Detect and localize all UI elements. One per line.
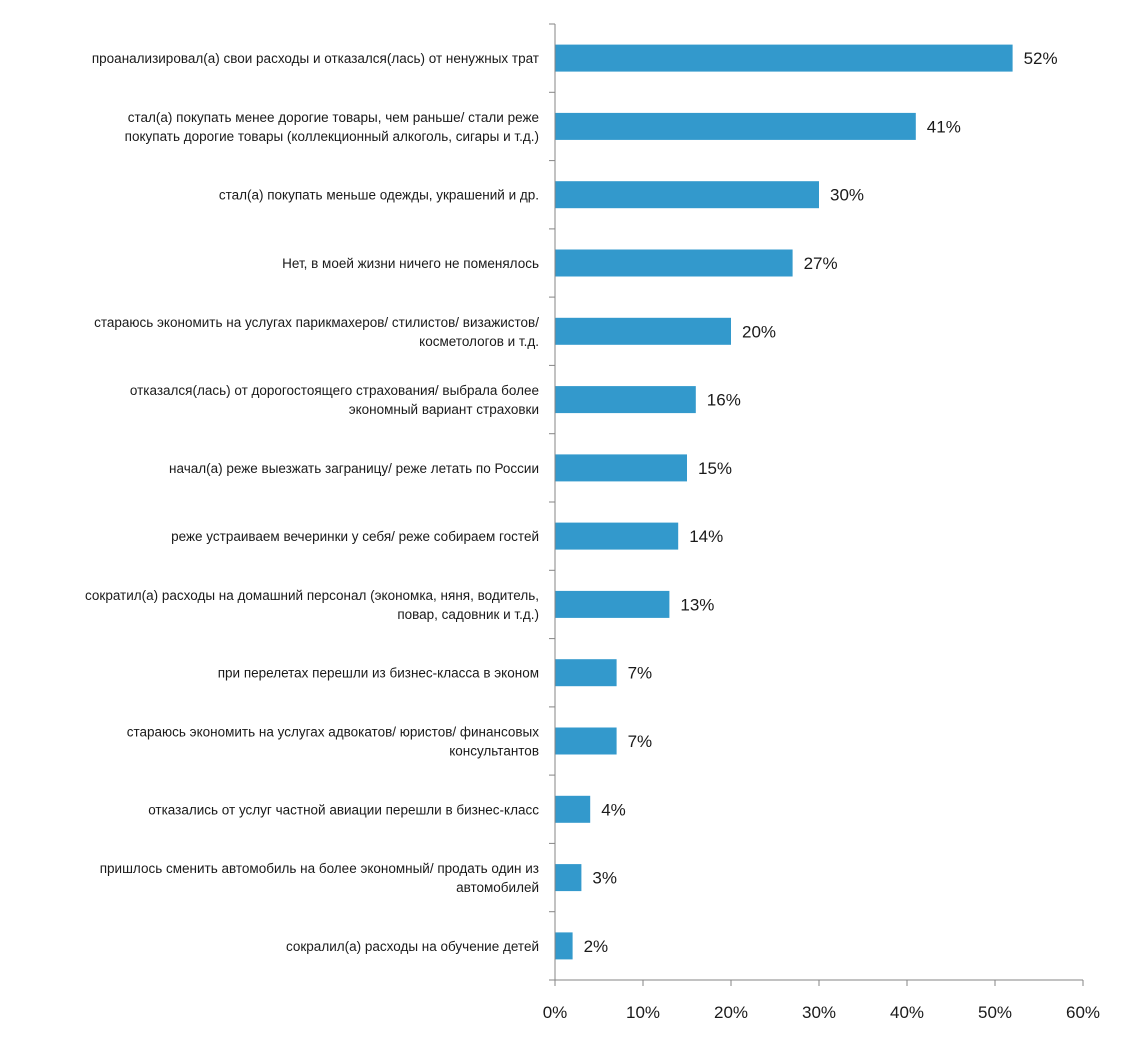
category-label-5-line-1: стараюсь экономить на услугах парикмахер… (94, 315, 539, 330)
bar-14 (555, 932, 573, 960)
x-tick-label-6: 60% (1066, 1003, 1100, 1022)
data-label-11: 7% (628, 732, 653, 751)
bar-10 (555, 659, 617, 687)
bar-6 (555, 386, 696, 414)
data-label-12: 4% (601, 800, 626, 819)
category-label-2-line-1: стал(а) покупать менее дорогие товары, ч… (128, 110, 539, 125)
category-label-13-line-1: пришлось сменить автомобиль на более эко… (100, 861, 539, 876)
bar-3 (555, 181, 819, 209)
bar-11 (555, 727, 617, 755)
category-label-6-line-2: экономный вариант страховки (349, 402, 539, 417)
data-label-7: 15% (698, 459, 732, 478)
data-label-9: 13% (680, 595, 714, 614)
data-label-1: 52% (1024, 49, 1058, 68)
category-label-5-line-2: косметологов и т.д. (419, 334, 539, 349)
category-label-14: сокралил(а) расходы на обучение детей (286, 939, 539, 954)
bar-4 (555, 249, 793, 277)
category-label-7: начал(а) реже выезжать заграницу/ реже л… (169, 461, 539, 476)
data-label-5: 20% (742, 322, 776, 341)
category-label-9-line-2: повар, садовник и т.д.) (397, 607, 539, 622)
category-label-8: реже устраиваем вечеринки у себя/ реже с… (171, 529, 539, 544)
x-tick-label-1: 10% (626, 1003, 660, 1022)
category-label-1: проанализировал(а) свои расходы и отказа… (92, 51, 539, 66)
x-tick-label-0: 0% (543, 1003, 568, 1022)
bar-13 (555, 864, 582, 892)
category-label-2-line-2: покупать дорогие товары (коллекционный а… (125, 129, 539, 144)
data-label-8: 14% (689, 527, 723, 546)
axes-layer (549, 23, 1084, 986)
x-tick-label-4: 40% (890, 1003, 924, 1022)
bar-7 (555, 454, 687, 482)
bar-9 (555, 590, 670, 618)
data-label-2: 41% (927, 117, 961, 136)
category-label-10: при перелетах перешли из бизнес-класса в… (218, 666, 539, 681)
category-label-3: стал(а) покупать меньше одежды, украшени… (219, 188, 539, 203)
bar-2 (555, 112, 916, 140)
data-label-4: 27% (804, 254, 838, 273)
bars-layer (555, 44, 1013, 960)
category-label-11-line-1: стараюсь экономить на услугах адвокатов/… (127, 725, 540, 740)
data-label-3: 30% (830, 186, 864, 205)
x-tick-label-3: 30% (802, 1003, 836, 1022)
data-label-10: 7% (628, 664, 653, 683)
category-label-13-line-2: автомобилей (456, 880, 539, 895)
bar-8 (555, 522, 679, 550)
category-label-4: Нет, в моей жизни ничего не поменялось (282, 256, 539, 271)
x-tick-label-2: 20% (714, 1003, 748, 1022)
labels-layer: 52% проанализировал(а) свои расходы и отк… (85, 49, 1100, 1022)
category-label-9-line-1: сократил(а) расходы на домашний персонал… (85, 588, 539, 603)
x-tick-label-5: 50% (978, 1003, 1012, 1022)
category-label-11-line-2: консультантов (449, 744, 539, 759)
category-label-6-line-1: отказался(лась) от дорогостоящего страхо… (130, 383, 539, 398)
bar-1 (555, 44, 1013, 72)
data-label-13: 3% (592, 869, 617, 888)
bar-5 (555, 317, 731, 345)
category-label-12: отказались от услуг частной авиации пере… (148, 802, 539, 817)
data-label-14: 2% (584, 937, 609, 956)
bar-12 (555, 795, 591, 823)
data-label-6: 16% (707, 391, 741, 410)
